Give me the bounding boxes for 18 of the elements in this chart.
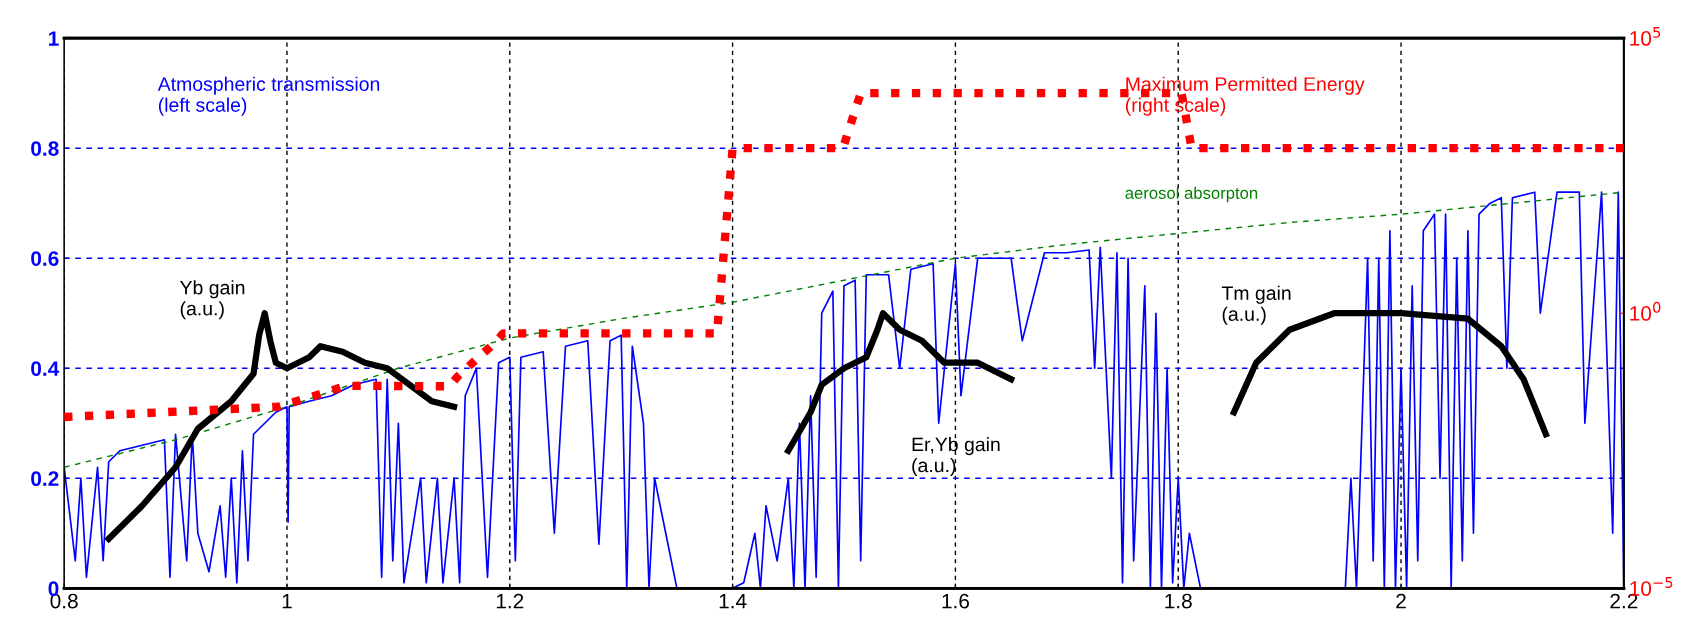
y-tick-label: 0.4 (31, 361, 60, 376)
y2-tick-label: 10$^{0}$ (1630, 301, 1661, 321)
y-tick-label: 0.2 (31, 471, 59, 487)
y-tick-label: 0.8 (31, 141, 59, 156)
x-tick-label: 2 (1396, 593, 1406, 609)
x-tick-label: 1 (282, 593, 292, 609)
y-tick-label: 1 (49, 31, 59, 46)
x-tick-label: 1.6 (942, 593, 969, 609)
annotation: Atmospheric transmission (left scale) (157, 76, 380, 116)
annotation: Tm gain (a.u.) (1221, 285, 1291, 325)
x-tick-label: 1.2 (496, 593, 524, 609)
x-tick-label: 1.8 (1165, 593, 1192, 609)
y2-tick-label: 10$^{5}$ (1630, 26, 1661, 46)
annotation: aerosol absorpton (1125, 186, 1258, 203)
annotation: Yb gain (a.u.) (179, 280, 245, 320)
annotation: Er,Yb gain (a.u.) (912, 437, 1000, 477)
y-tick-label: 0.6 (31, 251, 59, 266)
x-tick-label: 1.4 (719, 593, 747, 609)
